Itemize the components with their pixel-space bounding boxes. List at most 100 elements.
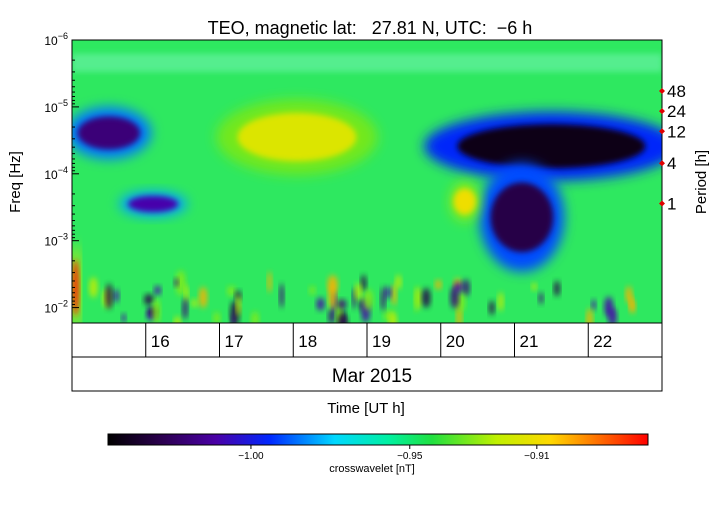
speckle [267, 271, 272, 293]
feature-core [453, 188, 476, 215]
speckle [174, 316, 181, 323]
speckle [152, 298, 161, 323]
speckle [380, 286, 386, 311]
feature-core [237, 112, 357, 162]
day-label: 16 [151, 332, 170, 351]
y-tick-label: 10−2 [44, 299, 68, 316]
month-strip: Mar 2015 [71, 356, 663, 392]
speckle [462, 279, 470, 296]
speckle [230, 313, 235, 323]
month-label: Mar 2015 [332, 366, 412, 387]
speckle [337, 299, 347, 310]
y-tick-label: 10−5 [44, 98, 68, 115]
feature-core [77, 116, 141, 150]
speckle [531, 282, 537, 291]
y-tick-label: 10−4 [44, 165, 68, 182]
speckle [105, 283, 113, 310]
x-axis-label: Time [UT h] [327, 400, 405, 417]
speckle [498, 291, 504, 312]
speckle [414, 286, 419, 313]
day-strip: 16 17 18 19 20 21 22 [71, 322, 663, 358]
colorbar-tick-label: −0.95 [397, 451, 423, 462]
speckle [213, 312, 221, 323]
speckle [89, 277, 98, 298]
speckle [174, 278, 179, 287]
speckle [389, 311, 397, 323]
feature-left-arc [72, 107, 152, 159]
speckle [327, 275, 338, 294]
frequency-axis: 10−6 10−5 10−4 10−3 10−2 [44, 31, 79, 316]
feature-orange-spot [449, 181, 480, 222]
month-strip-frame [71, 356, 663, 392]
speckle [391, 283, 397, 306]
speckle [421, 287, 431, 308]
speckle [538, 292, 544, 305]
speckle [553, 280, 560, 297]
day-label: 21 [520, 332, 539, 351]
speckle [143, 293, 154, 306]
speckle [113, 289, 119, 303]
speckle [586, 308, 593, 323]
period-tick-label: 1 [667, 194, 676, 213]
colorbar-tick-label: −0.91 [524, 451, 550, 462]
day-label: 19 [372, 332, 391, 351]
feature-yellow-patch [216, 99, 378, 175]
day-label: 18 [298, 332, 317, 351]
colorbar-label: crosswavelet [nT] [329, 463, 415, 475]
speckle [385, 286, 392, 299]
speckle [435, 279, 442, 290]
y-tick-label: 10−3 [44, 232, 68, 249]
speckle [182, 297, 188, 320]
day-label: 20 [446, 332, 465, 351]
speckle [591, 299, 596, 311]
feature-dark-band [424, 111, 662, 181]
period-marker [659, 160, 665, 167]
upper-band [72, 53, 662, 72]
speckle [227, 285, 236, 297]
speckle [175, 270, 186, 296]
feature-core [490, 182, 554, 253]
chart-title: TEO, magnetic lat: 27.81 N, UTC: −6 h [208, 18, 533, 38]
speckle [363, 289, 373, 311]
speckle [309, 286, 316, 295]
heatmap-plot-area [72, 40, 662, 323]
period-axis-label: Period [h] [693, 150, 710, 214]
colorbar-gradient [107, 433, 649, 446]
speckle [454, 281, 463, 293]
speckle [191, 298, 198, 308]
speckle [121, 313, 127, 323]
speckle [316, 297, 325, 311]
feature-blue-blob [119, 191, 188, 217]
speckle [629, 299, 636, 314]
colorbar-ticks: −1.00 −0.95 −0.91 [238, 445, 550, 462]
day-label: 17 [225, 332, 244, 351]
colorbar-tick-label: −1.00 [238, 451, 264, 462]
speckle [360, 274, 367, 292]
period-marker [659, 108, 665, 115]
colorbar: −1.00 −0.95 −0.91 crosswavelet [nT] [107, 433, 649, 475]
feature-core [457, 124, 646, 169]
speckle [235, 295, 241, 316]
speckle [328, 308, 336, 323]
period-tick-label: 24 [667, 102, 686, 121]
speckle [489, 300, 495, 316]
speckle [395, 274, 402, 290]
feature-left-edge [72, 243, 80, 323]
speckle [279, 283, 284, 309]
feature-core [72, 259, 79, 316]
heatmap-high-frequency-speckles [89, 270, 636, 323]
speckle [154, 285, 161, 296]
day-label: 22 [593, 332, 612, 351]
y-tick-label: 10−6 [44, 31, 68, 48]
period-tick-label: 4 [667, 154, 676, 173]
period-tick-label: 48 [667, 82, 686, 101]
heatmap-features [72, 53, 662, 323]
speckle [338, 313, 348, 323]
feature-core [128, 195, 179, 213]
speckle [355, 282, 362, 301]
period-marker [659, 200, 665, 207]
speckle [251, 311, 259, 323]
